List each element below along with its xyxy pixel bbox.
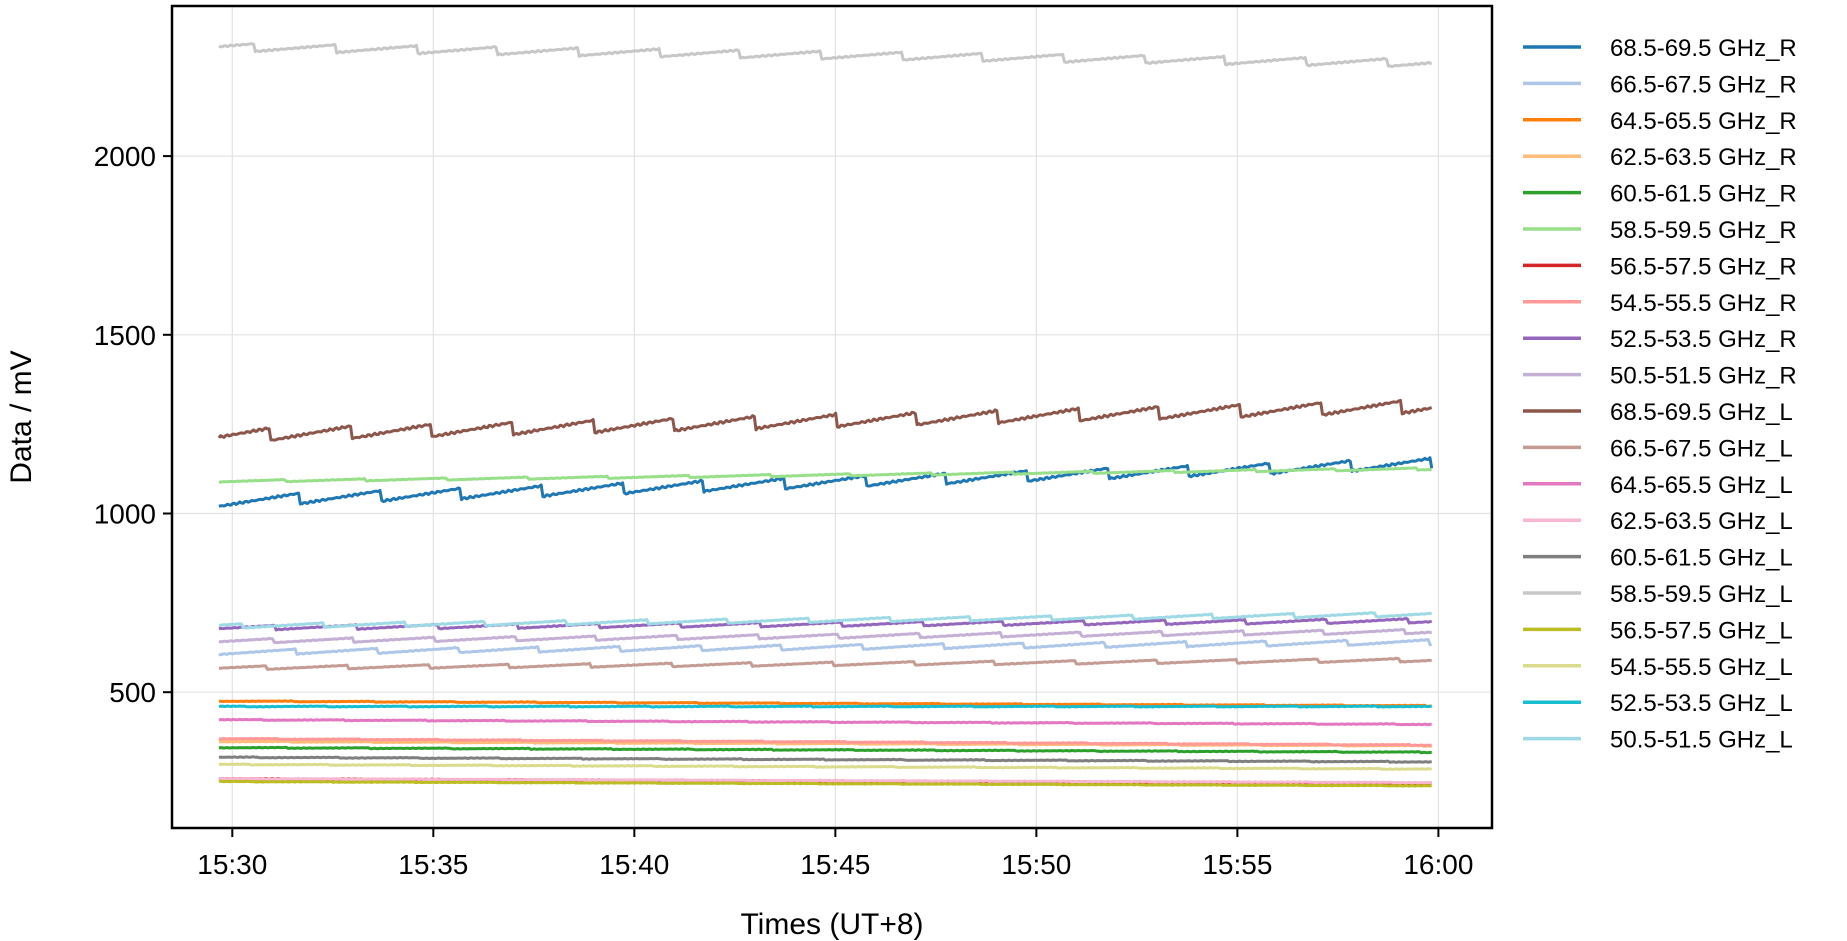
x-tick-label: 15:50 [1001, 849, 1071, 880]
legend-item: 62.5-63.5 GHz_L [1523, 508, 1793, 535]
legend-item: 64.5-65.5 GHz_L [1523, 472, 1793, 499]
legend-label: 50.5-51.5 GHz_R [1610, 363, 1797, 390]
series-line [218, 456, 1434, 508]
x-tick-label: 16:00 [1403, 849, 1473, 880]
legend-label: 56.5-57.5 GHz_L [1610, 617, 1793, 644]
legend-item: 54.5-55.5 GHz_L [1523, 654, 1793, 681]
legend-item: 58.5-59.5 GHz_L [1523, 581, 1793, 608]
legend-label: 64.5-65.5 GHz_L [1610, 472, 1793, 499]
x-tick-label: 15:45 [800, 849, 870, 880]
series-line [218, 762, 1432, 771]
legend-item: 60.5-61.5 GHz_R [1523, 181, 1797, 208]
legend-label: 62.5-63.5 GHz_R [1610, 144, 1797, 171]
legend-label: 62.5-63.5 GHz_L [1610, 508, 1793, 535]
legend-item: 64.5-65.5 GHz_R [1523, 108, 1797, 135]
y-tick-label: 1500 [94, 320, 156, 351]
legend-label: 58.5-59.5 GHz_R [1610, 217, 1797, 244]
legend-item: 68.5-69.5 GHz_R [1523, 35, 1797, 62]
y-tick-label: 2000 [94, 141, 156, 172]
legend-label: 54.5-55.5 GHz_R [1610, 290, 1797, 317]
legend-item: 56.5-57.5 GHz_L [1523, 617, 1793, 644]
legend-item: 62.5-63.5 GHz_R [1523, 144, 1797, 171]
series-line [218, 628, 1432, 645]
legend-item: 58.5-59.5 GHz_R [1523, 217, 1797, 244]
series-line [218, 704, 1432, 709]
x-tick-label: 15:55 [1202, 849, 1272, 880]
x-tick-label: 15:40 [599, 849, 669, 880]
legend-label: 54.5-55.5 GHz_L [1610, 654, 1793, 681]
legend-item: 66.5-67.5 GHz_R [1523, 71, 1797, 98]
y-tick-label: 1000 [94, 498, 156, 529]
legend-item: 68.5-69.5 GHz_L [1523, 399, 1793, 426]
y-axis-ticks: 500 1000 1500 2000 [94, 141, 172, 708]
legend-label: 68.5-69.5 GHz_R [1610, 35, 1797, 62]
y-tick-label: 500 [109, 677, 156, 708]
series-line [218, 776, 1432, 785]
legend-label: 52.5-53.5 GHz_L [1610, 690, 1793, 717]
legend-label: 60.5-61.5 GHz_L [1610, 545, 1793, 572]
series-line [218, 611, 1432, 630]
y-axis-label: Data / mV [5, 350, 38, 483]
series-line [218, 779, 1432, 788]
series-group [217, 42, 1434, 788]
legend-label: 52.5-53.5 GHz_R [1610, 326, 1797, 353]
legend-item: 66.5-67.5 GHz_L [1523, 435, 1793, 462]
legend: 68.5-69.5 GHz_R 66.5-67.5 GHz_R 64.5-65.5 … [1523, 35, 1797, 754]
legend-item: 52.5-53.5 GHz_R [1523, 326, 1797, 353]
series-line [218, 736, 1432, 748]
legend-item: 52.5-53.5 GHz_L [1523, 690, 1793, 717]
legend-label: 68.5-69.5 GHz_L [1610, 399, 1793, 426]
x-axis-ticks: 15:30 15:35 15:40 15:45 15:50 15:55 16:00 [197, 828, 1473, 880]
series-line [218, 699, 1432, 708]
series-line [218, 656, 1432, 671]
legend-item: 56.5-57.5 GHz_R [1523, 253, 1797, 280]
legend-label: 56.5-57.5 GHz_R [1610, 253, 1797, 280]
legend-label: 58.5-59.5 GHz_L [1610, 581, 1793, 608]
legend-item: 60.5-61.5 GHz_L [1523, 545, 1793, 572]
legend-label: 60.5-61.5 GHz_R [1610, 181, 1797, 208]
series-line [218, 42, 1432, 69]
legend-label: 50.5-51.5 GHz_L [1610, 727, 1793, 754]
x-axis-label: Times (UT+8) [740, 908, 923, 941]
series-line [218, 745, 1432, 755]
series-line [218, 755, 1432, 764]
legend-item: 50.5-51.5 GHz_L [1523, 727, 1793, 754]
series-line [218, 717, 1432, 727]
legend-item: 50.5-51.5 GHz_R [1523, 363, 1797, 390]
legend-label: 66.5-67.5 GHz_L [1610, 435, 1793, 462]
series-line [218, 638, 1432, 657]
x-tick-label: 15:35 [398, 849, 468, 880]
legend-item: 54.5-55.5 GHz_R [1523, 290, 1797, 317]
legend-label: 66.5-67.5 GHz_R [1610, 71, 1797, 98]
plot-frame [170, 4, 1494, 830]
legend-label: 64.5-65.5 GHz_R [1610, 108, 1797, 135]
series-line [217, 398, 1433, 442]
x-tick-label: 15:30 [197, 849, 267, 880]
series-line [218, 466, 1432, 484]
